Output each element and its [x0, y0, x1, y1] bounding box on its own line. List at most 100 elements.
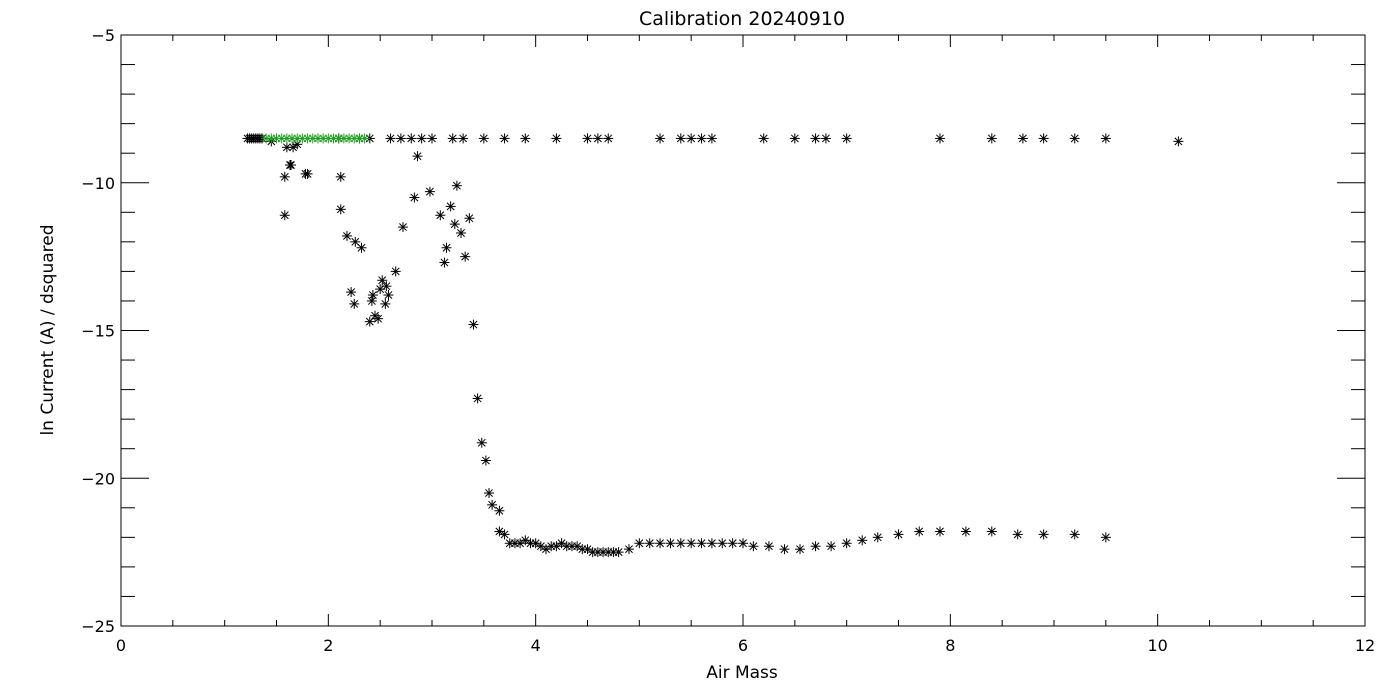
data-point — [810, 133, 821, 144]
data-series — [261, 133, 370, 144]
data-point — [468, 319, 479, 330]
data-point — [472, 393, 483, 404]
data-point — [445, 201, 456, 212]
data-point — [451, 180, 462, 191]
data-point — [675, 133, 686, 144]
data-point — [381, 281, 392, 292]
data-point — [397, 222, 408, 233]
data-point — [810, 541, 821, 552]
data-point — [383, 290, 394, 301]
data-point — [738, 538, 748, 549]
data-point — [367, 290, 378, 301]
data-point — [390, 266, 401, 277]
data-point — [1100, 133, 1111, 144]
data-point — [934, 526, 945, 537]
tick-labels: 0 2 4 6 8 10 12 −25 −20 −15 −10 −5 — [81, 26, 1375, 655]
data-point — [696, 538, 707, 549]
axis-ticks — [120, 34, 1366, 627]
data-point — [634, 538, 645, 549]
data-point — [487, 499, 498, 510]
data-point — [582, 133, 593, 144]
data-point — [1012, 529, 1023, 540]
data-points — [242, 133, 1184, 558]
data-point — [449, 219, 460, 230]
data-point — [1100, 532, 1111, 543]
data-point — [623, 544, 634, 555]
data-point — [572, 541, 583, 552]
data-point — [603, 133, 614, 144]
data-point — [551, 133, 562, 144]
plot-frame — [120, 34, 1366, 627]
data-point — [556, 538, 567, 549]
x-tick-label: 12 — [1355, 636, 1375, 655]
data-point — [380, 298, 391, 309]
data-point — [986, 133, 997, 144]
data-point — [406, 133, 417, 144]
data-point — [349, 298, 360, 309]
data-point — [686, 133, 697, 144]
y-tick-label: −15 — [81, 322, 115, 341]
data-point — [820, 133, 831, 144]
data-point — [286, 160, 297, 171]
x-tick-label: 10 — [1147, 636, 1167, 655]
data-point — [341, 230, 352, 241]
chart-title: Calibration 20240910 — [639, 8, 845, 30]
data-point — [686, 538, 697, 549]
data-point — [551, 541, 562, 552]
data-point — [655, 133, 666, 144]
y-axis-title: ln Current (A) / dsquared — [38, 224, 58, 435]
data-point — [359, 133, 370, 144]
data-point — [960, 526, 971, 537]
data-point — [335, 171, 346, 182]
data-point — [439, 257, 450, 268]
y-tick-label: −25 — [81, 617, 115, 636]
data-point — [458, 133, 469, 144]
data-point — [857, 535, 868, 546]
data-point — [441, 242, 452, 253]
data-point — [480, 455, 491, 466]
data-point — [644, 538, 655, 549]
data-point — [727, 538, 738, 549]
data-point — [665, 538, 676, 549]
data-point — [346, 287, 357, 298]
data-point — [1038, 529, 1049, 540]
data-point — [456, 227, 467, 238]
data-point — [841, 538, 852, 549]
data-series — [494, 526, 1111, 558]
data-point — [460, 251, 471, 262]
data-point — [789, 133, 800, 144]
data-point — [476, 437, 487, 448]
data-point — [373, 313, 384, 324]
data-point — [279, 171, 290, 182]
x-tick-label: 6 — [738, 636, 748, 655]
data-point — [494, 526, 505, 537]
x-tick-label: 8 — [945, 636, 955, 655]
data-point — [515, 538, 526, 549]
x-tick-label: 0 — [116, 636, 126, 655]
data-point — [409, 192, 420, 203]
x-tick-label: 4 — [531, 636, 541, 655]
data-point — [412, 151, 423, 162]
data-point — [582, 544, 593, 555]
data-point — [530, 538, 541, 549]
data-point — [914, 526, 925, 537]
data-point — [655, 538, 666, 549]
data-point — [779, 544, 790, 555]
data-point — [364, 316, 375, 327]
x-tick-label: 2 — [323, 636, 333, 655]
data-point — [499, 133, 510, 144]
data-point — [592, 133, 603, 144]
data-point — [427, 133, 437, 144]
data-point — [520, 535, 531, 546]
data-point — [986, 526, 997, 537]
data-point — [826, 541, 837, 552]
data-point — [1017, 133, 1028, 144]
data-point — [1173, 136, 1184, 147]
data-point — [717, 538, 728, 549]
data-point — [395, 133, 406, 144]
data-point — [1069, 529, 1080, 540]
data-point — [613, 547, 624, 558]
data-point — [416, 133, 427, 144]
data-point — [1069, 133, 1080, 144]
data-point — [484, 488, 495, 499]
